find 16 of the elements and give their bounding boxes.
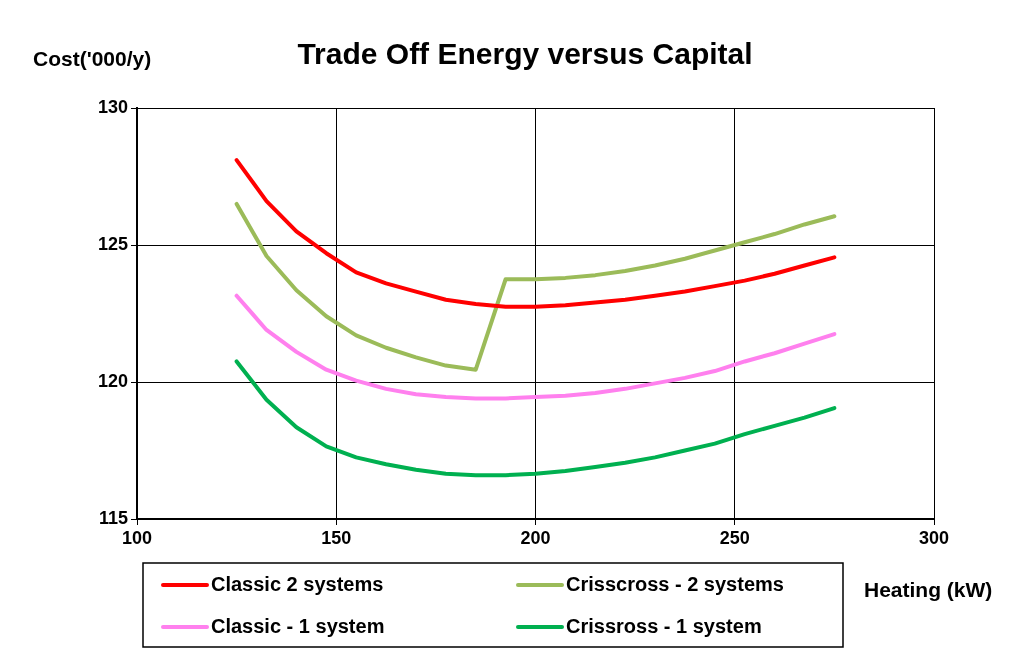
legend-label: Classic 2 systems	[211, 572, 384, 595]
y-axis-title: Cost('000/y)	[33, 46, 152, 70]
x-tick-label: 300	[918, 527, 950, 548]
y-tick-label: 120	[97, 370, 128, 391]
legend-label: Crisscross - 2 systems	[566, 572, 784, 595]
y-tick-label: 115	[98, 507, 128, 528]
y-tick-label: 125	[97, 233, 128, 254]
x-tick-label: 200	[520, 527, 551, 548]
x-tick-label: 150	[321, 527, 352, 548]
legend-label: Crissross - 1 system	[566, 614, 762, 637]
x-axis-title: Heating (kW)	[864, 577, 993, 601]
y-tick-label: 130	[97, 96, 128, 117]
x-tick-label: 250	[719, 527, 750, 548]
x-tick-label: 100	[121, 527, 153, 548]
chart-title: Trade Off Energy versus Capital	[297, 37, 753, 71]
legend-label: Classic - 1 system	[211, 614, 385, 637]
